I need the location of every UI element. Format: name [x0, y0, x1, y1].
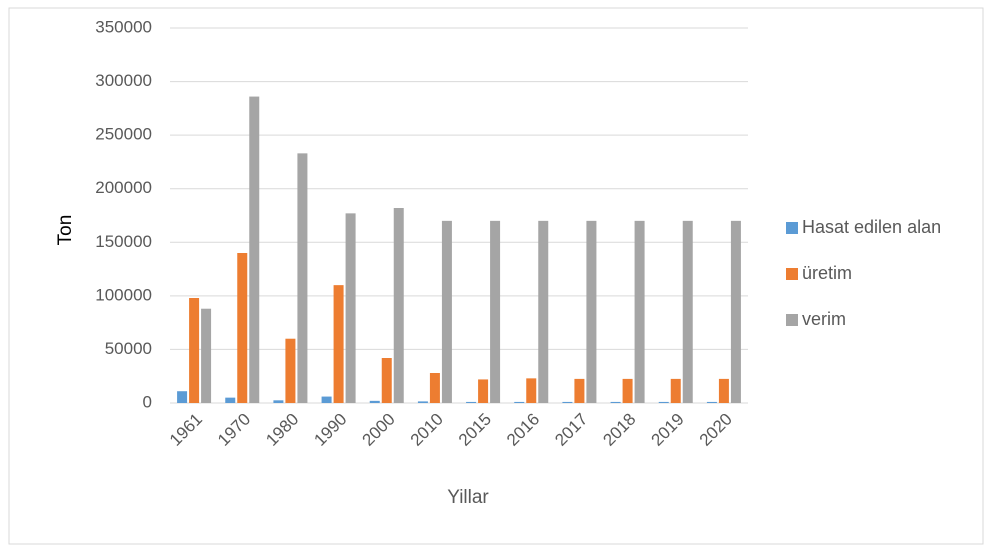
bar [658, 401, 669, 403]
y-tick-label: 350000 [95, 17, 152, 36]
bar [177, 391, 188, 403]
bar [514, 401, 525, 403]
bar [574, 378, 585, 403]
bar [538, 220, 549, 403]
legend-label: üretim [802, 263, 852, 283]
bar [622, 378, 633, 403]
bar [562, 401, 573, 403]
bar [189, 298, 200, 403]
bar [333, 285, 344, 403]
legend-swatch [786, 314, 798, 326]
bar [526, 378, 537, 403]
bar [201, 308, 212, 403]
y-tick-label: 200000 [95, 178, 152, 197]
bar [297, 153, 308, 403]
bar [393, 208, 404, 403]
y-tick-label: 50000 [105, 339, 152, 358]
y-tick-label: 0 [143, 392, 152, 411]
bar [381, 358, 392, 403]
bar [249, 96, 260, 404]
y-tick-label: 250000 [95, 125, 152, 144]
bar [441, 220, 452, 403]
bar [285, 338, 296, 403]
y-axis-title: Ton [55, 215, 76, 246]
bar [237, 253, 248, 403]
legend-swatch [786, 268, 798, 280]
legend-label: Hasat edilen alan [802, 217, 941, 237]
bar [706, 401, 717, 403]
bar [478, 379, 489, 403]
bar [225, 397, 236, 403]
bar [610, 401, 621, 403]
legend-swatch [786, 222, 798, 234]
bar [369, 400, 380, 403]
y-tick-label: 100000 [95, 285, 152, 304]
bar [417, 401, 428, 403]
bar [429, 373, 440, 403]
bar [273, 400, 284, 403]
y-tick-label: 150000 [95, 232, 152, 251]
bar [634, 220, 645, 403]
bar [490, 220, 501, 403]
x-axis-title: Yillar [447, 487, 489, 508]
bar [730, 220, 741, 403]
y-tick-label: 300000 [95, 71, 152, 90]
bar [718, 378, 729, 403]
bar [466, 401, 477, 403]
bar [586, 220, 597, 403]
bar [321, 396, 332, 403]
bar [345, 213, 356, 403]
legend-label: verim [802, 309, 846, 329]
bar [670, 378, 681, 403]
bar [682, 220, 693, 403]
